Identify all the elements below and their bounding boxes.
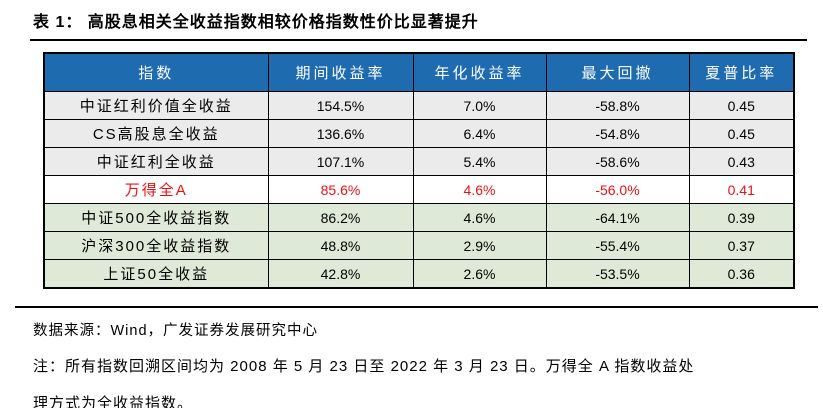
- table-row: 中证红利价值全收益 154.5% 7.0% -58.8% 0.45: [43, 91, 795, 120]
- sharpe-ratio-cell: 0.45: [688, 91, 795, 120]
- annualized-return-cell: 7.0%: [412, 91, 547, 120]
- index-name-cell: 上证50全收益: [43, 259, 269, 289]
- table-row: 中证500全收益指数 86.2% 4.6% -64.1% 0.39: [43, 203, 795, 232]
- sharpe-ratio-cell: 0.45: [688, 119, 795, 148]
- index-name-cell: 中证红利价值全收益: [43, 91, 269, 120]
- header-period-return: 期间收益率: [267, 52, 414, 92]
- max-drawdown-cell: -64.1%: [545, 203, 690, 232]
- sharpe-ratio-cell: 0.41: [688, 175, 795, 204]
- max-drawdown-cell: -55.4%: [545, 231, 690, 260]
- period-return-cell: 154.5%: [267, 91, 414, 120]
- data-source: 数据来源：Wind，广发证券发展研究中心: [33, 323, 319, 339]
- index-performance-table: 指数 期间收益率 年化收益率 最大回撤 夏普比率 中证红利价值全收益 154.5…: [43, 52, 795, 289]
- table-header-row: 指数 期间收益率 年化收益率 最大回撤 夏普比率: [43, 52, 795, 92]
- table-row: 中证红利全收益 107.1% 5.4% -58.6% 0.43: [43, 147, 795, 176]
- index-name-cell: 沪深300全收益指数: [43, 231, 269, 260]
- annualized-return-cell: 2.6%: [412, 259, 547, 289]
- annualized-return-cell: 6.4%: [412, 119, 547, 148]
- annualized-return-cell: 4.6%: [412, 175, 547, 204]
- period-return-cell: 86.2%: [267, 203, 414, 232]
- max-drawdown-cell: -56.0%: [545, 175, 690, 204]
- annualized-return-cell: 2.9%: [412, 231, 547, 260]
- table-row-highlighted: 万得全A 85.6% 4.6% -56.0% 0.41: [43, 175, 795, 204]
- table-row: 上证50全收益 42.8% 2.6% -53.5% 0.36: [43, 259, 795, 289]
- max-drawdown-cell: -54.8%: [545, 119, 690, 148]
- index-name-cell: CS高股息全收益: [43, 119, 269, 148]
- period-return-cell: 85.6%: [267, 175, 414, 204]
- sharpe-ratio-cell: 0.43: [688, 147, 795, 176]
- sharpe-ratio-cell: 0.39: [688, 203, 795, 232]
- max-drawdown-cell: -58.6%: [545, 147, 690, 176]
- bottom-divider: [15, 306, 818, 308]
- period-return-cell: 136.6%: [267, 119, 414, 148]
- report-table-page: 表 1： 高股息相关全收益指数相较价格指数性价比显著提升 指数 期间收益率 年化…: [0, 8, 823, 408]
- period-return-cell: 48.8%: [267, 231, 414, 260]
- title-divider: [30, 39, 807, 41]
- max-drawdown-cell: -58.8%: [545, 91, 690, 120]
- annualized-return-cell: 5.4%: [412, 147, 547, 176]
- index-name-cell: 中证红利全收益: [43, 147, 269, 176]
- table-note-line-1: 注：所有指数回溯区间均为 2008 年 5 月 23 日至 2022 年 3 月…: [33, 358, 695, 375]
- header-max-drawdown: 最大回撤: [545, 52, 690, 92]
- index-name-cell: 中证500全收益指数: [43, 203, 269, 232]
- sharpe-ratio-cell: 0.37: [688, 231, 795, 260]
- period-return-cell: 107.1%: [267, 147, 414, 176]
- table-note-line-2: 理方式为全收益指数。: [33, 395, 194, 408]
- max-drawdown-cell: -53.5%: [545, 259, 690, 289]
- table-title: 表 1： 高股息相关全收益指数相较价格指数性价比显著提升: [33, 14, 479, 31]
- header-index: 指数: [43, 52, 269, 92]
- header-annualized-return: 年化收益率: [412, 52, 547, 92]
- sharpe-ratio-cell: 0.36: [688, 259, 795, 289]
- table-row: 沪深300全收益指数 48.8% 2.9% -55.4% 0.37: [43, 231, 795, 260]
- header-sharpe-ratio: 夏普比率: [688, 52, 795, 92]
- period-return-cell: 42.8%: [267, 259, 414, 289]
- index-name-cell: 万得全A: [43, 175, 269, 204]
- table-row: CS高股息全收益 136.6% 6.4% -54.8% 0.45: [43, 119, 795, 148]
- annualized-return-cell: 4.6%: [412, 203, 547, 232]
